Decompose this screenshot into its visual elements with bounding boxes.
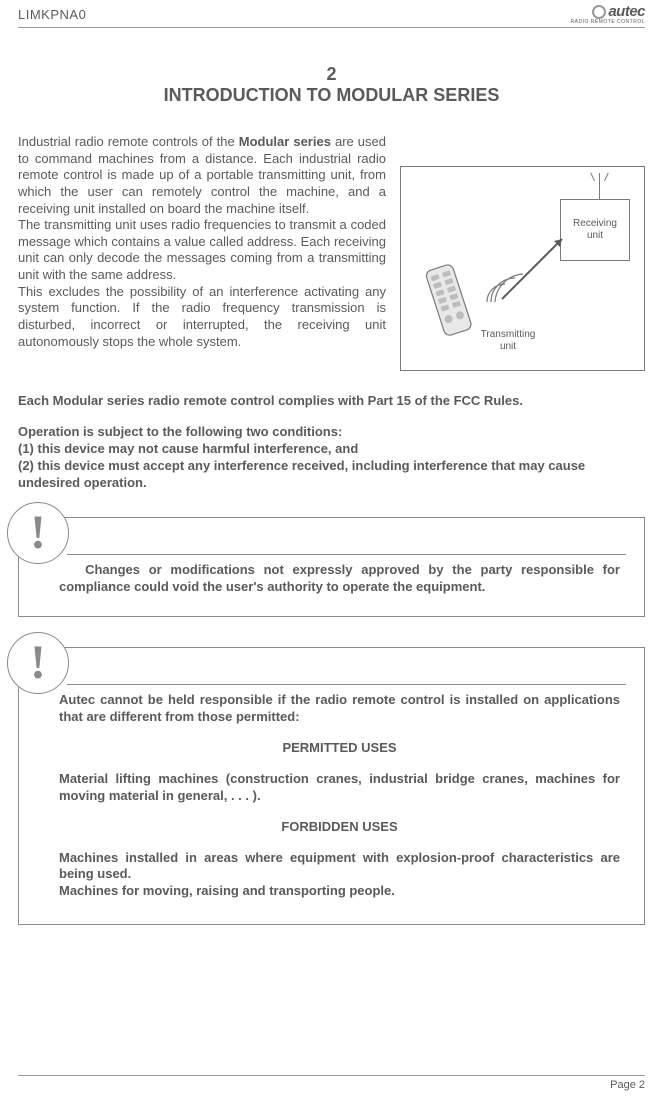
intro-p1b: Modular series	[239, 134, 331, 149]
page-footer: Page 2	[18, 1075, 645, 1091]
top-bar: LIMKPNA0 autec RADIO REMOTE CONTROL	[18, 0, 645, 28]
receiving-label-l2: unit	[587, 230, 603, 242]
intro-p1a: Industrial radio remote controls of the	[18, 134, 239, 149]
compliance-lead: Each Modular series radio remote control…	[18, 393, 645, 410]
page: LIMKPNA0 autec RADIO REMOTE CONTROL 2 IN…	[0, 0, 663, 1099]
intro-p3: This excludes the possibility of an inte…	[18, 284, 386, 351]
doc-code: LIMKPNA0	[18, 7, 86, 22]
intro-p1: Industrial radio remote controls of the …	[18, 134, 386, 217]
intro-text: Industrial radio remote controls of the …	[18, 134, 386, 371]
transmitting-label: Transmitting unit	[473, 329, 543, 352]
brand-logo-text: autec	[608, 4, 645, 19]
compliance-block: Each Modular series radio remote control…	[18, 393, 645, 491]
system-diagram: Receiving unit	[400, 166, 645, 371]
intro-row: Industrial radio remote controls of the …	[18, 134, 645, 371]
chapter-title: INTRODUCTION TO MODULAR SERIES	[18, 85, 645, 106]
antenna-icon	[599, 173, 600, 199]
brand-logo-subtitle: RADIO REMOTE CONTROL	[571, 20, 645, 25]
permitted-heading: PERMITTED USES	[59, 740, 620, 757]
title-block: 2 INTRODUCTION TO MODULAR SERIES	[18, 64, 645, 106]
warning-box-1: ! Changes or modifications not expressly…	[18, 517, 645, 617]
compliance-cond1: (1) this device may not cause harmful in…	[18, 441, 645, 458]
page-number: Page 2	[610, 1079, 645, 1091]
compliance-intro: Operation is subject to the following tw…	[18, 424, 645, 441]
intro-p2: The transmitting unit uses radio frequen…	[18, 217, 386, 284]
warning1-text: Changes or modifications not expressly a…	[59, 562, 620, 596]
compliance-cond2: (2) this device must accept any interfer…	[18, 458, 645, 492]
callout-rule	[67, 554, 626, 555]
receiving-label-l1: Receiving	[573, 218, 617, 230]
brand-logo: autec RADIO REMOTE CONTROL	[571, 4, 645, 25]
transmitting-label-l1: Transmitting	[481, 329, 536, 340]
radio-waves-icon	[479, 262, 527, 310]
transmitter-icon	[423, 260, 475, 342]
forbidden-body-2: Machines for moving, raising and transpo…	[59, 883, 620, 900]
gear-icon	[592, 5, 606, 19]
warning-box-2: ! Autec cannot be held responsible if th…	[18, 647, 645, 925]
warning2-lead: Autec cannot be held responsible if the …	[59, 692, 620, 726]
forbidden-heading: FORBIDDEN USES	[59, 819, 620, 836]
exclamation-icon: !	[7, 502, 69, 564]
callout-rule	[67, 684, 626, 685]
exclamation-icon: !	[7, 632, 69, 694]
permitted-body: Material lifting machines (construction …	[59, 771, 620, 805]
brand-logo-main: autec	[592, 4, 645, 19]
forbidden-body-1: Machines installed in areas where equipm…	[59, 850, 620, 884]
transmitting-label-l2: unit	[500, 341, 516, 352]
chapter-number: 2	[18, 64, 645, 85]
